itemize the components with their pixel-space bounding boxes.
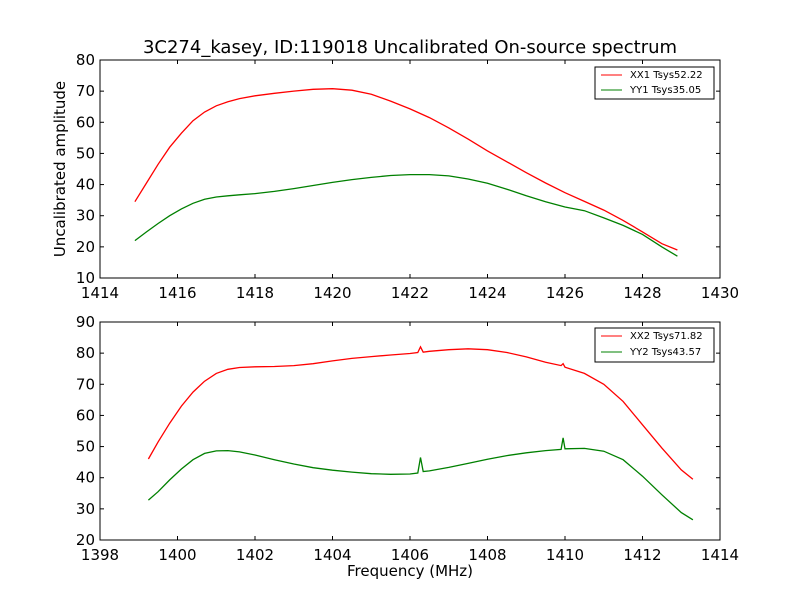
top-subplot: 1414 1416 1418 1420 1422 1424 1426 1428 1430 10 20… [51,51,739,302]
bottom-ytick-label: 80 [76,344,95,362]
top-ytick-label: 30 [76,207,95,225]
top-xtick-label: 1428 [623,284,661,302]
bottom-xtick-label: 1404 [313,546,351,564]
bottom-subplot-lines [147,345,694,521]
top-xtick-label: 1420 [313,284,351,302]
bottom-subplot-xlabel: Frequency (MHz) [347,562,473,580]
bottom-series-line-0 [147,345,694,480]
bottom-ytick-label: 60 [76,406,95,424]
bottom-ytick-label: 40 [76,469,95,487]
figure-title: 3C274_kasey, ID:119018 Uncalibrated On-s… [143,37,677,58]
bottom-legend-label-yy2: YY2 Tsys43.57 [629,347,701,358]
bottom-ytick-label: 20 [76,531,95,549]
top-xtick-label: 1414 [81,284,119,302]
top-ytick-label: 70 [76,82,95,100]
bottom-xtick-label: 1402 [236,546,274,564]
bottom-legend-box [594,327,715,363]
top-xtick-label: 1422 [391,284,429,302]
top-ytick-label: 20 [76,238,95,256]
top-legend-label-xx1: XX1 Tsys52.22 [630,70,703,81]
top-xtick-label: 1430 [701,284,739,302]
bottom-xtick-label: 1408 [468,546,506,564]
top-subplot-ylabel: Uncalibrated amplitude [51,81,69,257]
bottom-ytick-label: 30 [76,500,95,518]
top-legend-label-yy1: YY1 Tsys35.05 [629,85,701,96]
top-ytick-label: 50 [76,144,95,162]
top-series-line-1 [134,173,678,257]
top-xtick-label: 1418 [236,284,274,302]
top-xtick-label: 1416 [158,284,196,302]
bottom-xtick-label: 1410 [546,546,584,564]
top-xtick-label: 1426 [546,284,584,302]
top-legend-box [594,66,715,100]
top-series-line-0 [134,88,678,251]
top-ytick-label: 40 [76,176,95,194]
bottom-ytick-label: 90 [76,313,95,331]
bottom-legend-label-xx2: XX2 Tsys71.82 [630,331,703,342]
bottom-ytick-label: 70 [76,375,95,393]
top-xtick-label: 1424 [468,284,506,302]
bottom-xtick-label: 1406 [391,546,429,564]
bottom-series-line-1 [147,437,694,521]
bottom-xtick-label: 1412 [623,546,661,564]
top-subplot-lines [134,88,678,257]
top-ytick-label: 80 [76,51,95,69]
top-ytick-label: 60 [76,113,95,131]
bottom-xtick-label: 1400 [158,546,196,564]
bottom-xtick-label: 1414 [701,546,739,564]
bottom-xtick-label: 1398 [81,546,119,564]
top-subplot-legend: XX1 Tsys52.22 YY1 Tsys35.05 [594,66,715,100]
bottom-subplot-ticks: 1398 1400 1402 1404 1406 1408 1410 1412 1414 20 30… [76,313,739,564]
top-subplot-ticks: 1414 1416 1418 1420 1422 1424 1426 1428 1430 10 20… [76,51,739,302]
bottom-subplot-legend: XX2 Tsys71.82 YY2 Tsys43.57 [594,327,715,363]
top-ytick-label: 10 [76,269,95,287]
bottom-subplot: 1398 1400 1402 1404 1406 1408 1410 1412 1414 20 30… [76,313,739,580]
bottom-ytick-label: 50 [76,438,95,456]
